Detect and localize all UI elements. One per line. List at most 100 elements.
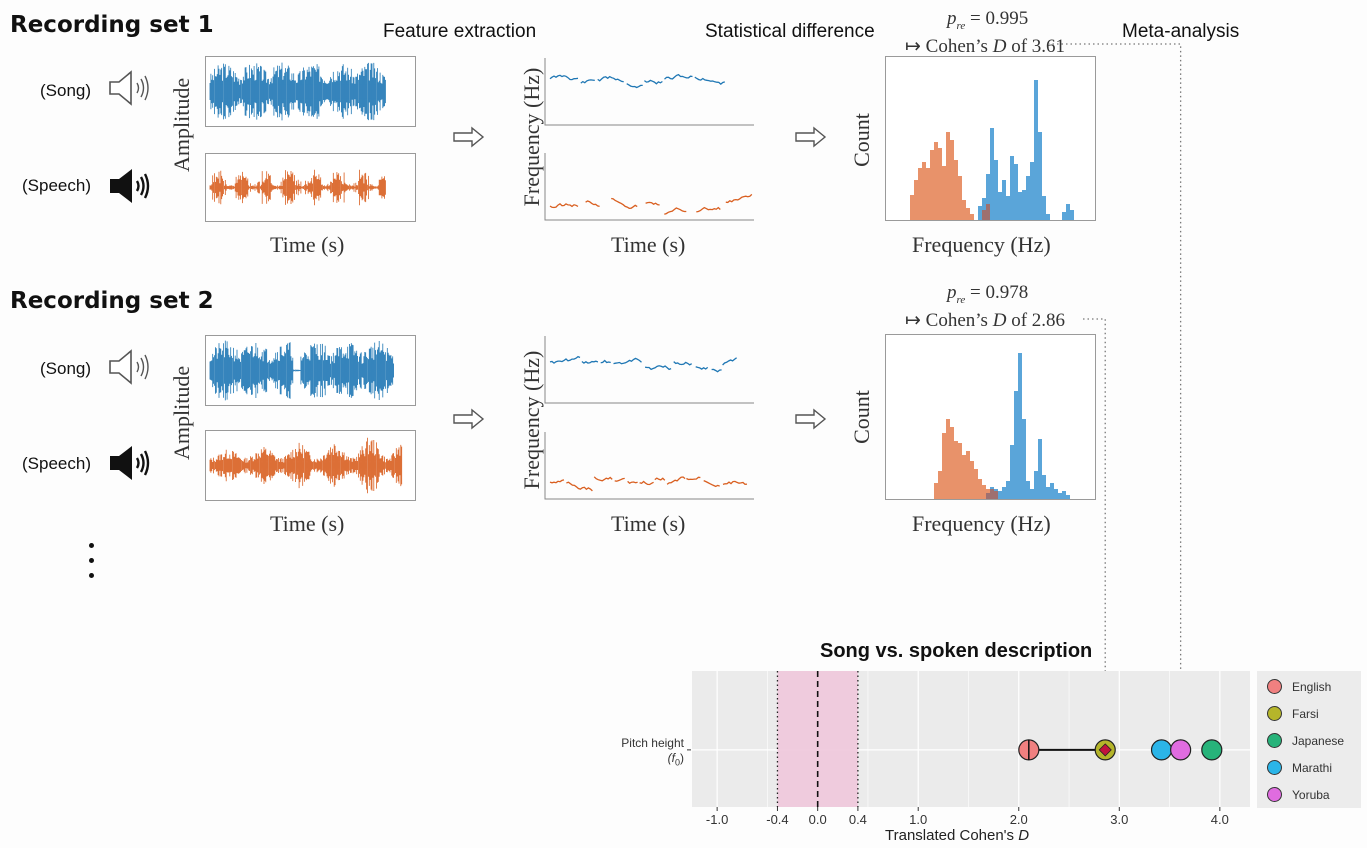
pitch-axes: [544, 432, 754, 500]
arrow-right-icon: [453, 408, 485, 430]
legend-item-farsi: Farsi: [1267, 700, 1361, 727]
song-histogram-bar: [1010, 445, 1014, 499]
speech-waveform-panel: [205, 430, 416, 501]
speaker-filled-icon: [110, 446, 150, 480]
x-tick-label: 0.4: [849, 812, 867, 827]
song-histogram-bar: [1054, 489, 1058, 499]
pitch-axes: [544, 336, 754, 404]
legend-list: English Farsi Japanese Marathi Yoruba: [1267, 673, 1361, 808]
legend-label: English: [1292, 679, 1332, 694]
y-axis-label-sub: (f0): [606, 751, 684, 770]
x-tick-label: -1.0: [706, 812, 728, 827]
frequency-axis-label: Frequency (Hz): [519, 350, 544, 490]
speech-histogram-bar: [934, 142, 938, 220]
overlap-histogram-bar: [986, 493, 990, 499]
arrow-right-icon: [795, 408, 827, 430]
x-tick-label: 4.0: [1211, 812, 1229, 827]
amplitude-axis-label: Amplitude: [169, 365, 194, 460]
legend-item-marathi: Marathi: [1267, 754, 1361, 781]
song-histogram-bar: [1042, 196, 1046, 220]
song-histogram-bar: [1026, 481, 1030, 499]
recording-set-1-title: Recording set 1: [10, 12, 214, 38]
time-axis-label: Time (s): [611, 232, 686, 257]
song-histogram-bar: [1034, 471, 1038, 499]
speech-histogram-bar: [918, 168, 922, 220]
speech-label: (Speech): [22, 176, 91, 195]
song-histogram-bar: [1050, 483, 1054, 499]
pitch-trace: [549, 193, 753, 215]
time-axis-label: Time (s): [270, 232, 345, 257]
song-histogram-bar: [1014, 391, 1018, 499]
speech-waveform: [209, 437, 403, 494]
song-histogram-bar: [1038, 132, 1042, 220]
cohens-prefix: ↦ Cohen’s: [905, 36, 988, 57]
p-value: = 0.978: [970, 282, 1029, 303]
song-histogram-bar: [982, 198, 986, 220]
speech-histogram-bar: [938, 471, 942, 499]
speech-pitch-contour: [544, 153, 754, 221]
song-histogram-bar: [1066, 204, 1070, 220]
p-value: = 0.995: [970, 8, 1029, 29]
speech-waveform: [209, 169, 386, 206]
waveform-trace: [209, 437, 403, 494]
time-axis-label: Time (s): [611, 511, 686, 536]
waveform-trace: [209, 62, 386, 121]
song-waveform: [209, 340, 394, 401]
chart-title: Song vs. spoken description: [820, 640, 1093, 662]
speech-pitch-contour: [544, 432, 754, 500]
song-label: (Song): [40, 359, 92, 378]
cohens-d-annotation: ↦ Cohen’s D of 2.86: [905, 309, 1065, 332]
y-sub-close: ): [680, 751, 684, 765]
speech-histogram-bar: [954, 441, 958, 499]
speech-waveform-panel: [205, 153, 416, 222]
recording-set-2-title: Recording set 2: [10, 288, 214, 314]
speech-histogram-bar: [930, 150, 934, 220]
legend-swatch: [1267, 787, 1282, 802]
song-waveform-panel: [205, 335, 416, 406]
song-histogram-bar: [1062, 491, 1066, 499]
p-subscript: re: [956, 293, 966, 306]
legend-item-english: English: [1267, 673, 1361, 700]
cohens-value: of 3.61: [1011, 36, 1066, 57]
stage-meta-analysis: Meta-analysis: [1122, 21, 1240, 42]
legend-label: Japanese: [1292, 733, 1345, 748]
frequency-axis-label: Frequency (Hz): [912, 511, 1051, 536]
speech-histogram-bar: [954, 160, 958, 220]
song-histogram-bar: [990, 128, 994, 220]
p-symbol: p: [947, 282, 957, 303]
legend-label: Farsi: [1292, 706, 1319, 721]
arrow-right-icon: [453, 126, 485, 148]
y-axis-label-text: Pitch height: [621, 736, 684, 750]
x-axis-label: Translated Cohen's D: [885, 827, 1029, 844]
song-waveform-panel: [205, 56, 416, 127]
song-histogram-bar: [1022, 190, 1026, 220]
song-histogram-bar: [1018, 192, 1022, 220]
frequency-histogram-panel: [885, 334, 1096, 500]
y-sub-index: 0: [674, 757, 680, 768]
x-tick-label: -0.4: [766, 812, 788, 827]
cohens-value: of 2.86: [1011, 310, 1066, 331]
song-label: (Song): [40, 81, 92, 100]
time-axis-label: Time (s): [270, 511, 345, 536]
song-histogram-bar: [1026, 176, 1030, 220]
count-axis-label: Count: [849, 113, 874, 167]
frequency-axis-label: Frequency (Hz): [519, 67, 544, 207]
speech-histogram-bar: [950, 140, 954, 220]
waveform-trace: [209, 340, 394, 401]
cohens-d-annotation: ↦ Cohen’s D of 3.61: [905, 35, 1065, 58]
legend-swatch: [1267, 706, 1282, 721]
song-histogram-bar: [978, 206, 982, 220]
speech-histogram-bar: [946, 419, 950, 499]
speech-histogram-bar: [962, 200, 966, 220]
pitch-axes: [544, 153, 754, 221]
song-histogram-bar: [1002, 487, 1006, 499]
x-tick-label: 2.0: [1010, 812, 1028, 827]
y-sub-open: (f: [667, 751, 675, 765]
song-histogram-bar: [1046, 487, 1050, 499]
song-histogram-bar: [1038, 439, 1042, 499]
song-histogram-bar: [1002, 180, 1006, 220]
song-pitch-contour: [544, 336, 754, 404]
point-japanese: [1201, 739, 1223, 761]
speech-histogram-bar: [938, 148, 942, 220]
legend-swatch: [1267, 679, 1282, 694]
